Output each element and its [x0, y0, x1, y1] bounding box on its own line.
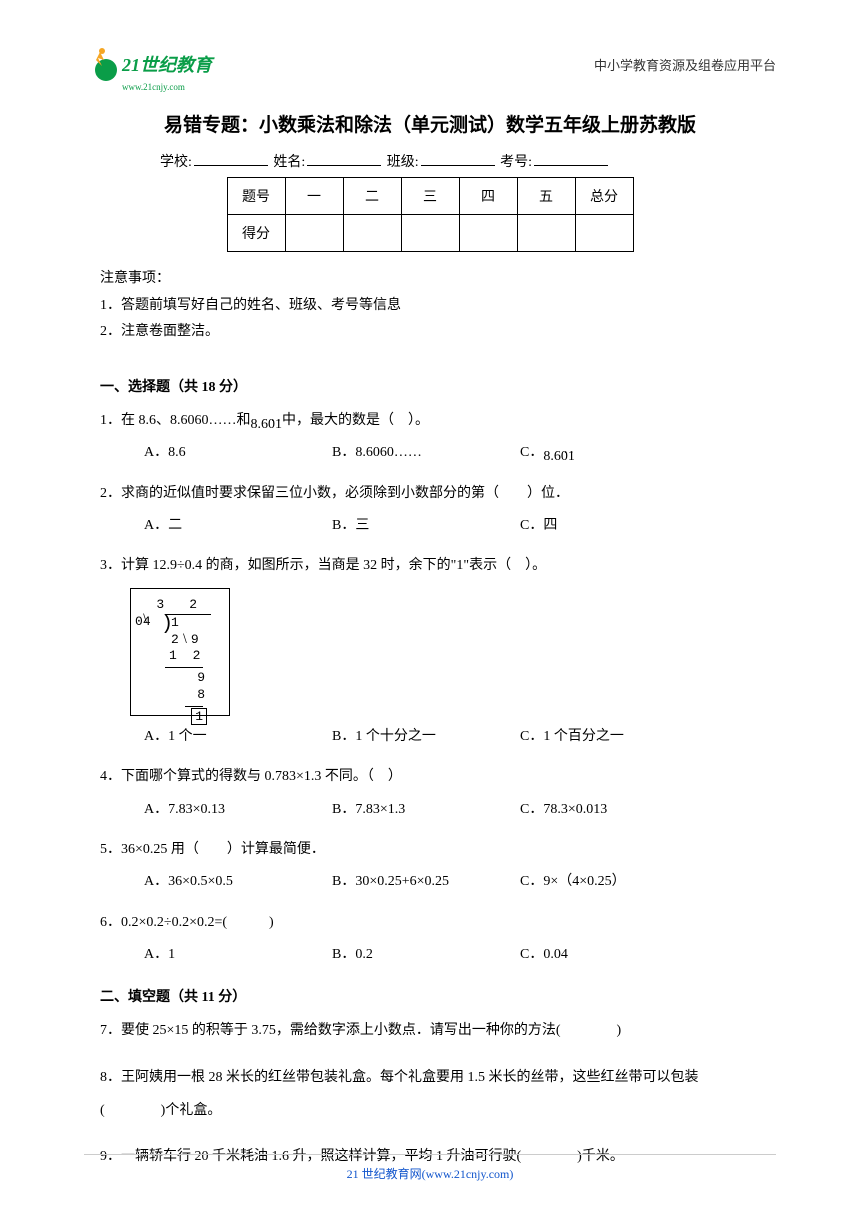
logo: 21世纪教育 www.21cnjy.com	[84, 46, 212, 82]
q1-text-b: 中，最大的数是（ ）。	[282, 413, 429, 428]
option-c[interactable]: C．0.04	[520, 944, 708, 966]
logo-icon	[84, 46, 120, 82]
school-label: 学校:	[160, 155, 192, 170]
div-line	[165, 667, 203, 668]
cell-header: 三	[401, 178, 459, 215]
notes-title: 注意事项：	[100, 266, 760, 293]
main-content: 易错专题：小数乘法和除法（单元测试）数学五年级上册苏教版 学校: 姓名: 班级:…	[100, 110, 760, 1186]
option-b[interactable]: B．8.6060……	[332, 442, 520, 464]
step3: 8	[137, 687, 223, 704]
score-cell[interactable]	[517, 215, 575, 252]
step2: 9	[137, 670, 223, 687]
step1: 1 2	[169, 648, 223, 665]
name-blank[interactable]	[307, 165, 381, 166]
cell-header: 二	[343, 178, 401, 215]
section-2-header: 二、填空题（共 11 分）	[100, 986, 760, 1006]
question-2: 2．求商的近似值时要求保留三位小数，必须除到小数部分的第（ ）位． A．二 B．…	[100, 483, 760, 538]
option-b[interactable]: B．30×0.25+6×0.25	[332, 871, 520, 893]
question-5: 5．36×0.25 用（ ）计算最简便． A．36×0.5×0.5 B．30×0…	[100, 839, 760, 894]
question-6: 6．0.2×0.2÷0.2×0.2=( ) A．1 B．0.2 C．0.04	[100, 912, 760, 967]
name-label: 姓名:	[273, 155, 305, 170]
page-header: 21世纪教育 www.21cnjy.com 中小学教育资源及组卷应用平台	[84, 46, 776, 82]
option-b[interactable]: B．三	[332, 515, 520, 537]
school-blank[interactable]	[194, 165, 268, 166]
table-row: 得分	[227, 215, 633, 252]
row-label: 得分	[227, 215, 285, 252]
option-a[interactable]: A．1	[144, 944, 332, 966]
option-c[interactable]: C．1 个百分之一	[520, 726, 708, 748]
q5-text: 5．36×0.25 用（ ）计算最简便．	[100, 839, 760, 861]
option-b[interactable]: B．1 个十分之一	[332, 726, 520, 748]
div-line	[185, 706, 203, 707]
exam-blank[interactable]	[534, 165, 608, 166]
option-a[interactable]: A．二	[144, 515, 332, 537]
remainder: 1	[137, 709, 223, 726]
q1-special-num: 8.60.1.	[251, 417, 283, 432]
question-7: 7．要使 25×15 的积等于 3.75，需给数字添上小数点．请写出一种你的方法…	[100, 1020, 760, 1042]
q7-text: 7．要使 25×15 的积等于 3.75，需给数字添上小数点．请写出一种你的方法…	[100, 1020, 760, 1042]
q1-options: A．8.6 B．8.6060…… C．8.60.1.	[100, 442, 760, 464]
option-c[interactable]: C．78.3×0.013	[520, 799, 708, 821]
score-cell[interactable]	[343, 215, 401, 252]
option-c[interactable]: C．8.60.1.	[520, 442, 708, 464]
q8-text-b: ( )个礼盒。	[100, 1103, 221, 1118]
q3-options: A．1 个一 B．1 个十分之一 C．1 个百分之一	[100, 726, 760, 748]
score-cell[interactable]	[401, 215, 459, 252]
question-3: 3．计算 12.9÷0.4 的商，如图所示，当商是 32 时，余下的"1"表示（…	[100, 555, 760, 748]
q1-text: 1．在 8.6、8.6060……和8.60.1.中，最大的数是（ ）。	[100, 410, 760, 432]
notes: 注意事项： 1．答题前填写好自己的姓名、班级、考号等信息 2．注意卷面整洁。	[100, 266, 760, 346]
logo-text-cn: 21世纪教育	[122, 51, 212, 77]
q8-text-a: 8．王阿姨用一根 28 米长的红丝带包装礼盒。每个礼盒要用 1.5 米长的丝带，…	[100, 1070, 699, 1085]
option-a[interactable]: A．8.6	[144, 442, 332, 464]
cell-header: 五	[517, 178, 575, 215]
score-cell[interactable]	[459, 215, 517, 252]
exam-label: 考号:	[500, 155, 532, 170]
option-a[interactable]: A．1 个一	[144, 726, 332, 748]
cell-header: 四	[459, 178, 517, 215]
q2-text: 2．求商的近似值时要求保留三位小数，必须除到小数部分的第（ ）位．	[100, 483, 760, 505]
note-item: 1．答题前填写好自己的姓名、班级、考号等信息	[100, 293, 760, 320]
student-info-line: 学校: 姓名: 班级: 考号:	[160, 151, 760, 171]
quotient: 3 2	[137, 597, 223, 614]
question-8: 8．王阿姨用一根 28 米长的红丝带包装礼盒。每个礼盒要用 1.5 米长的丝带，…	[100, 1061, 760, 1128]
exam-title: 易错专题：小数乘法和除法（单元测试）数学五年级上册苏教版	[100, 110, 760, 137]
option-c[interactable]: C．9×（4×0.25）	[520, 871, 708, 893]
long-division-figure: 3 2 0⧵4 ) 1 2⧵9 1 2 9 8 1	[130, 588, 230, 716]
page-footer: 21 世纪教育网(www.21cnjy.com)	[84, 1154, 776, 1182]
option-a[interactable]: A．7.83×0.13	[144, 799, 332, 821]
option-b[interactable]: B．0.2	[332, 944, 520, 966]
cell-header: 一	[285, 178, 343, 215]
q3-text: 3．计算 12.9÷0.4 的商，如图所示，当商是 32 时，余下的"1"表示（…	[100, 555, 760, 577]
option-a[interactable]: A．36×0.5×0.5	[144, 871, 332, 893]
q5-options: A．36×0.5×0.5 B．30×0.25+6×0.25 C．9×（4×0.2…	[100, 871, 760, 893]
q6-text: 6．0.2×0.2÷0.2×0.2=( )	[100, 912, 760, 934]
option-b[interactable]: B．7.83×1.3	[332, 799, 520, 821]
q4-options: A．7.83×0.13 B．7.83×1.3 C．78.3×0.013	[100, 799, 760, 821]
score-cell[interactable]	[285, 215, 343, 252]
class-label: 班级:	[387, 155, 419, 170]
section-1-header: 一、选择题（共 18 分）	[100, 376, 760, 396]
note-item: 2．注意卷面整洁。	[100, 319, 760, 346]
header-right-text: 中小学教育资源及组卷应用平台	[594, 55, 776, 74]
question-4: 4．下面哪个算式的得数与 0.783×1.3 不同。（ ） A．7.83×0.1…	[100, 766, 760, 821]
logo-url: www.21cnjy.com	[122, 82, 185, 92]
division-body: 0⧵4 ) 1 2⧵9 1 2 9 8 1	[137, 614, 223, 726]
cell-header: 总分	[575, 178, 633, 215]
option-c[interactable]: C．四	[520, 515, 708, 537]
q2-options: A．二 B．三 C．四	[100, 515, 760, 537]
q1-text-a: 1．在 8.6、8.6060……和	[100, 413, 251, 428]
table-row: 题号 一 二 三 四 五 总分	[227, 178, 633, 215]
q4-text: 4．下面哪个算式的得数与 0.783×1.3 不同。（ ）	[100, 766, 760, 788]
question-1: 1．在 8.6、8.6060……和8.60.1.中，最大的数是（ ）。 A．8.…	[100, 410, 760, 465]
class-blank[interactable]	[421, 165, 495, 166]
q6-options: A．1 B．0.2 C．0.04	[100, 944, 760, 966]
score-cell[interactable]	[575, 215, 633, 252]
cell-header: 题号	[227, 178, 285, 215]
score-table: 题号 一 二 三 四 五 总分 得分	[227, 177, 634, 252]
